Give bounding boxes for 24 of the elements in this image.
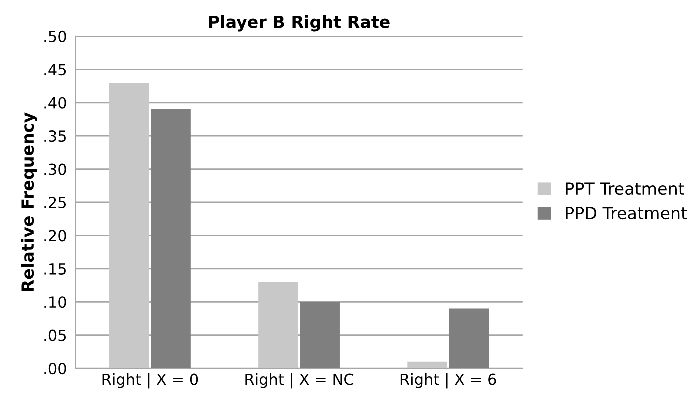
y-tick-label: .35 <box>44 130 66 142</box>
y-tick-label: .30 <box>44 164 66 176</box>
bar <box>449 308 490 369</box>
legend-label: PPD Treatment <box>566 207 688 220</box>
bar <box>110 82 150 369</box>
y-tick-label: .10 <box>44 296 66 308</box>
x-tick-label: Right | X = 0 <box>102 373 198 389</box>
y-tick-label: .40 <box>44 97 66 109</box>
y-tick-label: .05 <box>44 330 66 342</box>
y-tick-label: .50 <box>44 30 66 42</box>
y-axis-title: Relative Frequency <box>21 112 38 292</box>
x-tick-label: Right | X = NC <box>246 373 354 389</box>
y-tick-label: .15 <box>44 264 66 275</box>
y-tick-label: .00 <box>44 363 66 375</box>
chart-title: Player B Right Rate <box>209 15 390 32</box>
bar <box>408 362 448 369</box>
y-tick-label: .45 <box>44 64 66 76</box>
bar <box>151 110 191 369</box>
bar <box>258 282 298 369</box>
y-tick-label: .25 <box>44 196 66 209</box>
legend-label: PPT Treatment <box>566 182 685 196</box>
x-tick-label: Right | X = 6 <box>400 373 496 389</box>
y-tick-label: .20 <box>44 230 66 242</box>
bar <box>300 302 340 369</box>
